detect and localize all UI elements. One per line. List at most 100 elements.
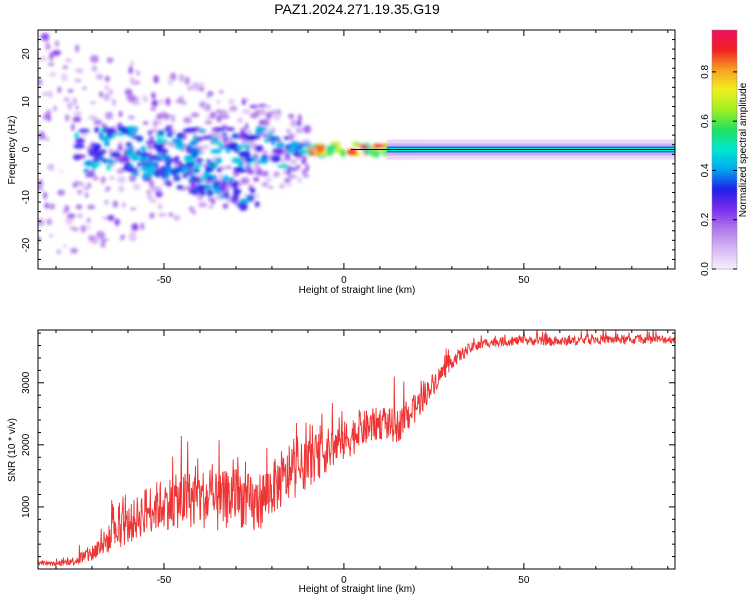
spectrogram-cell [261, 170, 269, 177]
y-tick-label: -20 [21, 237, 32, 252]
spectrogram-cell [298, 117, 302, 120]
spectrogram-cell [160, 166, 166, 170]
spectrogram-heatmap [38, 32, 675, 255]
y-tick-label: -10 [21, 190, 32, 205]
spectrogram-cell [118, 185, 125, 193]
spectrogram-cell [220, 194, 225, 199]
spectrogram-cell [80, 224, 86, 233]
spectrogram-cell [88, 169, 96, 178]
spectrogram-cell [95, 236, 102, 240]
spectrogram-cell [191, 181, 196, 189]
spectrogram-cell [168, 143, 175, 147]
spectrogram-cell [154, 163, 159, 169]
spectrogram-cell [93, 144, 102, 151]
colorbar-tick-label: 0.6 [700, 114, 711, 128]
spectrogram-cell [211, 197, 216, 205]
spectrogram-cell [108, 148, 114, 154]
spectrogram-cell [103, 141, 110, 147]
spectrogram-cell [67, 89, 74, 93]
spectrogram-cell [184, 76, 190, 86]
spectrogram-cell [268, 135, 280, 142]
spectrogram-cell [158, 203, 162, 210]
x-tick-label: -50 [157, 575, 172, 586]
spectrogram-cell [104, 75, 110, 82]
spectrogram-cell [214, 188, 221, 195]
spectrogram-cell [100, 238, 109, 242]
spectrogram-cell [156, 138, 162, 143]
spectrogram-cell [166, 131, 174, 138]
spectrogram-cell [103, 93, 111, 102]
spectrogram-cell [254, 144, 264, 152]
spectrogram-cell [145, 140, 157, 145]
spectrogram-cell [142, 95, 149, 103]
spectrogram-cell [188, 86, 192, 91]
spectrogram-cell [129, 76, 135, 86]
spectrogram-cell [211, 140, 223, 145]
spectrogram-cell [40, 32, 50, 41]
snr-xlabel: Height of straight line (km) [299, 584, 416, 595]
spectrogram-cell [134, 167, 139, 171]
spectrogram-cell [201, 135, 214, 140]
spectrogram-cell [283, 136, 291, 140]
spectrogram-cell [104, 199, 109, 205]
spectrogram-cell [301, 143, 312, 147]
spectrogram-cell [53, 105, 57, 112]
spectrogram-cell [132, 183, 141, 191]
spectrogram-cell [165, 97, 171, 106]
spectrogram-cell [290, 159, 297, 165]
spectrogram-cell [159, 98, 164, 105]
spectrogram-cell [296, 120, 302, 127]
spectrogram-cell [128, 233, 137, 242]
spectrogram-cell [215, 157, 223, 164]
spectrogram-cell [48, 90, 53, 99]
spectrogram-cell [213, 127, 225, 132]
spectrogram-cell [78, 128, 90, 134]
spectrogram-cell [131, 223, 139, 232]
x-tick-label: 50 [518, 575, 530, 586]
spectrogram-cell [209, 162, 215, 167]
spectrogram-cell [99, 232, 103, 236]
spectrogram-cell [168, 212, 174, 217]
spectrogram-cell [117, 144, 123, 151]
spectrogram-cell [370, 150, 377, 158]
spectrogram-cell [102, 158, 108, 164]
spectrogram-cell [306, 146, 316, 151]
spectrogram-cell [177, 144, 185, 150]
spectrogram-cell [75, 204, 83, 210]
spectrogram-cell [62, 65, 69, 69]
spectrogram-cell [106, 164, 112, 171]
spectrogram-cell [274, 171, 280, 176]
spectrogram-cell [91, 163, 97, 171]
spectrogram-cell [83, 168, 90, 174]
spectrogram-cell [151, 92, 156, 99]
y-tick-label: 2000 [21, 433, 32, 456]
snr-ylabel: SNR (10 * v/v) [7, 418, 18, 482]
spectrogram-cell [131, 172, 139, 177]
spectrogram-cell [193, 169, 201, 173]
spectrogram-cell [171, 114, 175, 123]
spectrogram-cell [155, 158, 164, 162]
spectrogram-cell [45, 43, 51, 51]
spectrogram-cell [210, 136, 219, 141]
spectrogram-cell [219, 90, 224, 94]
snr-frame [37, 329, 676, 570]
spectrogram-cell [73, 143, 85, 149]
spectrogram-cell [64, 114, 70, 122]
colorbar-frame [711, 29, 738, 270]
spectrogram-cell [218, 112, 228, 116]
spectrogram-cell [224, 194, 230, 199]
spectrogram-cell [74, 132, 80, 140]
spectrogram-cell [287, 183, 292, 187]
spectrogram-cell [104, 84, 109, 91]
spectrogram-cell [290, 133, 294, 142]
spectrogram-cell [77, 189, 83, 195]
spectrogram-cell [302, 173, 310, 178]
spectrogram-cell [277, 164, 283, 169]
spectrogram-cell [303, 125, 312, 134]
chart-title: PAZ1.2024.271.19.35.G19 [274, 1, 440, 17]
spectrogram-cell [232, 181, 238, 190]
spectrogram-cell [254, 201, 260, 208]
spectrogram-cell [52, 49, 62, 56]
spectrogram-frame [37, 29, 676, 270]
